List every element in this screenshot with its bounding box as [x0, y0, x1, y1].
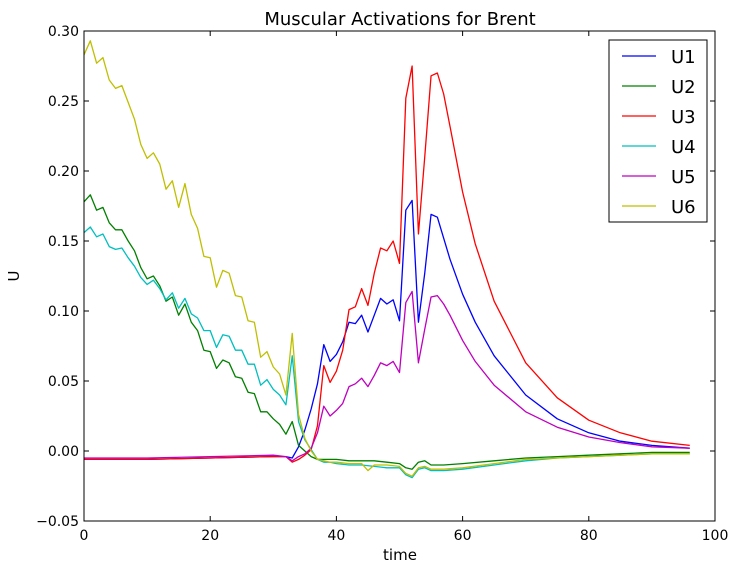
- legend-entries: U1 U2 U3 U4 U5 U6: [622, 47, 696, 218]
- x-tick-label: 100: [702, 528, 729, 544]
- chart-title: Muscular Activations for Brent: [264, 9, 535, 30]
- legend-label-u3: U3: [671, 107, 696, 128]
- y-tick-label: −0.05: [36, 514, 79, 530]
- series-line-u4: [83, 226, 690, 479]
- legend-label-u4: U4: [671, 137, 696, 158]
- x-tick-label: 20: [201, 528, 219, 544]
- y-tick-label: 0.20: [48, 164, 79, 180]
- x-tick-label: 80: [580, 528, 598, 544]
- y-tick-label: 0.00: [48, 444, 79, 460]
- series-line-u2: [83, 194, 690, 470]
- ticks-layer: 0 20 40 60 80 100 −0.05 0.00 0.05 0.10 0.15 0.20 0.2…: [36, 24, 728, 544]
- y-tick-label: 0.25: [48, 94, 79, 110]
- series-line-u3: [84, 65, 690, 463]
- legend-label-u1: U1: [671, 47, 696, 68]
- x-axis-label: time: [383, 546, 417, 564]
- legend: U1 U2 U3 U4 U5 U6: [608, 39, 708, 223]
- y-tick-label: 0.05: [48, 374, 79, 390]
- y-tick-label: 0.30: [48, 24, 79, 40]
- x-tick-label: 60: [454, 528, 472, 544]
- series-line-u1: [84, 199, 690, 461]
- y-axis-label: U: [5, 271, 23, 282]
- plot-frame: [83, 30, 716, 522]
- y-tick-label: 0.15: [48, 234, 79, 250]
- legend-label-u5: U5: [671, 167, 696, 188]
- x-tick-label: 40: [327, 528, 345, 544]
- y-tick-label: 0.10: [48, 304, 79, 320]
- series-layer: [83, 40, 690, 479]
- legend-box: [608, 39, 708, 223]
- series-line-u6: [83, 40, 690, 477]
- legend-label-u6: U6: [671, 197, 696, 218]
- series-line-u5: [84, 290, 690, 462]
- legend-label-u2: U2: [671, 77, 696, 98]
- x-tick-label: 0: [80, 528, 89, 544]
